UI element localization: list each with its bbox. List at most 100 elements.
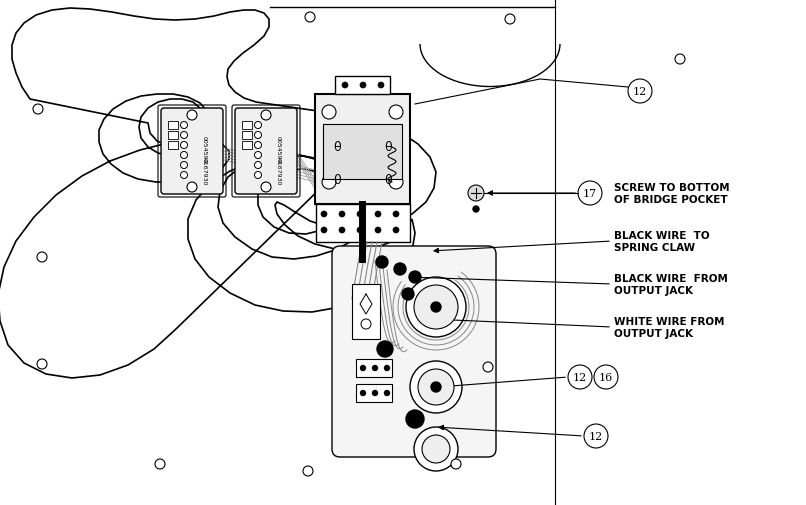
Polygon shape: [270, 8, 565, 78]
FancyBboxPatch shape: [332, 246, 496, 457]
Circle shape: [255, 142, 261, 149]
Circle shape: [181, 142, 188, 149]
Circle shape: [33, 105, 43, 115]
Text: θ: θ: [333, 173, 341, 186]
Circle shape: [37, 359, 47, 369]
Bar: [356, 384, 392, 402]
Circle shape: [181, 172, 188, 179]
Text: OF BRIDGE POCKET: OF BRIDGE POCKET: [614, 194, 728, 205]
Circle shape: [255, 132, 261, 139]
Bar: [315, 95, 410, 205]
Text: θ: θ: [333, 140, 341, 153]
Circle shape: [255, 122, 261, 129]
Circle shape: [468, 186, 484, 201]
Circle shape: [393, 228, 399, 233]
Circle shape: [410, 361, 462, 413]
Circle shape: [360, 391, 365, 396]
Text: BLACK WIRE  TO: BLACK WIRE TO: [614, 231, 709, 240]
Text: 0167930: 0167930: [202, 158, 206, 185]
Circle shape: [255, 172, 261, 179]
Bar: [242, 132, 252, 140]
Circle shape: [360, 83, 366, 89]
Circle shape: [584, 424, 608, 448]
Circle shape: [473, 207, 479, 213]
Circle shape: [181, 162, 188, 169]
Text: θ: θ: [384, 140, 392, 153]
Circle shape: [377, 341, 393, 358]
Circle shape: [357, 228, 363, 233]
Text: OUTPUT JACK: OUTPUT JACK: [614, 328, 693, 338]
Text: θ: θ: [384, 173, 392, 186]
Bar: [168, 142, 178, 149]
Circle shape: [422, 435, 450, 463]
Circle shape: [375, 212, 381, 218]
Text: OUTPUT JACK: OUTPUT JACK: [614, 285, 693, 295]
Circle shape: [594, 365, 618, 389]
Circle shape: [505, 15, 515, 25]
Circle shape: [261, 111, 271, 121]
Circle shape: [375, 228, 381, 233]
Circle shape: [37, 252, 47, 263]
Circle shape: [322, 106, 336, 120]
Bar: [168, 122, 178, 130]
Bar: [356, 359, 392, 377]
Circle shape: [339, 212, 345, 218]
Text: 16: 16: [599, 372, 613, 382]
Circle shape: [394, 264, 406, 275]
Text: SPRING CLAW: SPRING CLAW: [614, 242, 695, 252]
Text: 0167930: 0167930: [276, 158, 280, 185]
Text: 17: 17: [583, 189, 597, 198]
Circle shape: [578, 182, 602, 206]
Bar: [323, 125, 402, 180]
Circle shape: [384, 366, 389, 371]
FancyBboxPatch shape: [235, 109, 297, 194]
Circle shape: [372, 391, 377, 396]
Circle shape: [483, 362, 493, 372]
Bar: [352, 284, 380, 339]
Circle shape: [393, 212, 399, 218]
Circle shape: [451, 459, 461, 469]
Circle shape: [181, 132, 188, 139]
Circle shape: [339, 228, 345, 233]
Circle shape: [406, 277, 466, 337]
Circle shape: [181, 152, 188, 159]
Circle shape: [406, 410, 424, 428]
Circle shape: [431, 382, 441, 392]
Circle shape: [675, 55, 685, 65]
Circle shape: [402, 288, 414, 300]
Bar: [168, 132, 178, 140]
FancyBboxPatch shape: [161, 109, 223, 194]
Circle shape: [255, 152, 261, 159]
Circle shape: [321, 212, 327, 218]
Bar: [242, 142, 252, 149]
Circle shape: [414, 427, 458, 471]
Text: 12: 12: [573, 372, 587, 382]
Circle shape: [378, 83, 384, 89]
Circle shape: [357, 212, 363, 218]
Circle shape: [414, 285, 458, 329]
Text: 12: 12: [589, 431, 603, 441]
Circle shape: [261, 183, 271, 192]
Text: SCREW TO BOTTOM: SCREW TO BOTTOM: [614, 183, 729, 192]
Circle shape: [187, 111, 197, 121]
Circle shape: [372, 366, 377, 371]
Circle shape: [181, 122, 188, 129]
Circle shape: [322, 176, 336, 189]
Circle shape: [376, 257, 388, 269]
Bar: [335, 77, 390, 95]
Circle shape: [321, 228, 327, 233]
Circle shape: [628, 80, 652, 104]
Bar: [316, 205, 410, 242]
Polygon shape: [0, 9, 436, 378]
Circle shape: [361, 319, 371, 329]
Text: 0054594: 0054594: [276, 136, 280, 164]
Circle shape: [409, 272, 421, 283]
Circle shape: [255, 162, 261, 169]
Circle shape: [187, 183, 197, 192]
Circle shape: [389, 176, 403, 189]
Circle shape: [342, 83, 348, 89]
Bar: [242, 122, 252, 130]
Text: BLACK WIRE  FROM: BLACK WIRE FROM: [614, 274, 728, 283]
Circle shape: [389, 106, 403, 120]
Circle shape: [384, 391, 389, 396]
